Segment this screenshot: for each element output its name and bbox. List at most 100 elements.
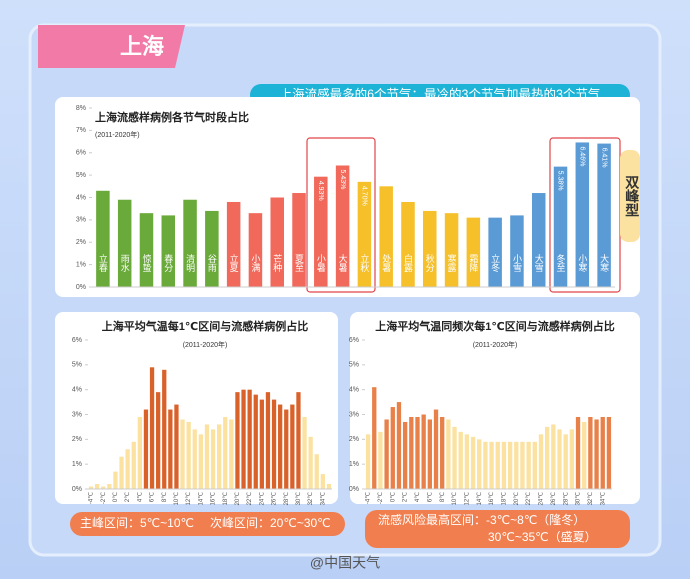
value-label: 5.43% [339,170,346,190]
bar [575,416,581,489]
page-title: 上海 [120,34,164,59]
x-tick-label: 4℃ [414,492,421,502]
side-tag-text: 双峰型 [624,175,640,217]
x-tick-label: 26℃ [271,492,278,506]
bar [217,424,222,489]
bar [488,217,502,287]
bar [119,456,124,489]
bar [335,165,350,287]
x-tick-label: -4℃ [88,492,95,504]
value-label: 6.46% [578,146,585,166]
chart-title: 上海流感样病例各节气时段占比 [95,110,249,124]
x-tick-label: 寒露 [447,253,457,273]
bar [284,409,289,489]
x-tick-label: 20℃ [234,492,241,506]
bar [149,367,155,489]
bar [168,409,173,489]
bar [452,426,457,489]
bar [372,387,377,489]
bar [531,193,546,287]
y-tick-label: 5% [72,362,82,369]
bar [384,419,389,489]
bar [253,394,258,489]
bar [247,389,252,489]
x-tick-label: -4℃ [365,492,372,504]
y-tick-label: 5% [76,172,86,179]
bar [588,416,593,489]
bar [466,217,481,287]
y-tick-label: 6% [72,337,82,344]
bar [510,215,524,287]
x-tick-label: 6℃ [149,492,156,502]
x-tick-label: 大暑 [338,253,348,273]
y-tick-label: 0% [349,486,359,493]
bar [606,416,612,489]
y-tick-label: 1% [72,461,82,468]
bar [131,441,136,489]
watermark: @中国天气 [310,555,380,571]
bar [107,484,112,489]
bar [88,486,94,489]
bar [421,414,426,489]
x-tick-label: 34℃ [319,492,326,506]
note-pill [70,512,345,536]
x-tick-label: 8℃ [161,492,168,502]
bar [278,404,283,489]
x-tick-label: 18℃ [222,492,229,506]
x-tick-label: 处暑 [381,253,391,273]
x-tick-label: -2℃ [377,492,384,504]
bar [308,436,313,489]
bar [402,421,408,489]
bar [464,434,470,489]
x-tick-label: 32℃ [587,492,594,506]
y-tick-label: 2% [76,239,86,246]
bar [477,439,482,489]
y-tick-label: 7% [76,127,86,134]
x-tick-label: 立秋 [359,253,369,273]
title-tab [38,25,185,68]
bar [235,392,240,489]
x-tick-label: 夏至 [294,254,304,272]
x-tick-label: 清明 [185,253,195,273]
bar [551,424,556,489]
bar [174,404,179,489]
bar [302,416,307,489]
bar [415,416,420,489]
bar [290,404,295,489]
bar [444,213,459,287]
value-label: 4.93% [317,181,324,201]
y-tick-label: 5% [349,362,359,369]
bar [433,409,439,489]
x-tick-label: 28℃ [562,492,569,506]
bar [495,441,500,489]
bar [143,409,149,489]
x-tick-label: 34℃ [599,492,606,506]
bar [600,416,605,489]
bar [271,399,277,489]
bar [205,210,219,287]
side-tag [620,150,640,242]
bar [575,142,590,287]
x-tick-label: 32℃ [307,492,314,506]
y-tick-label: 3% [349,411,359,418]
x-tick-label: 秋分 [425,253,435,273]
bar [210,429,216,489]
bar [314,176,328,287]
bar [265,392,271,489]
y-tick-label: 0% [76,284,86,291]
bar [489,441,494,489]
x-tick-label: 22℃ [525,492,532,506]
bar [326,484,332,489]
x-tick-label: 16℃ [210,492,217,506]
bar [440,416,445,489]
bar [259,399,264,489]
bar [545,426,550,489]
bar [292,193,306,287]
bar [409,416,414,489]
bar [161,215,176,287]
bar [470,436,476,489]
value-label: 4.70% [361,186,368,206]
bar [553,166,568,287]
bar [507,441,513,489]
